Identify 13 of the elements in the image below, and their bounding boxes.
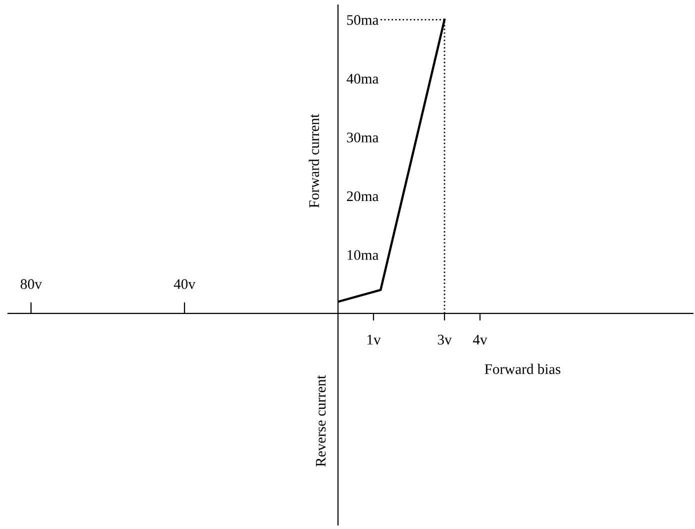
- y-tick-label: 40ma: [346, 74, 379, 84]
- y-tick-label: 30ma: [347, 132, 379, 142]
- y-axis-title: Forward current: [308, 114, 320, 208]
- x-axis-title: Forward bias: [484, 364, 560, 374]
- x-tick-label: 80v: [20, 279, 42, 290]
- annotation: Reverse current: [316, 375, 326, 467]
- x-tick-label: 1v: [367, 334, 381, 345]
- y-tick-label: 20ma: [346, 191, 379, 202]
- y-tick-label: 10ma: [348, 250, 379, 260]
- y-tick-label: 50ma: [347, 15, 379, 25]
- x-tick-label: 4v: [472, 334, 488, 345]
- x-tick-label: 40v: [174, 279, 196, 290]
- x-tick-label: 3v: [438, 334, 452, 345]
